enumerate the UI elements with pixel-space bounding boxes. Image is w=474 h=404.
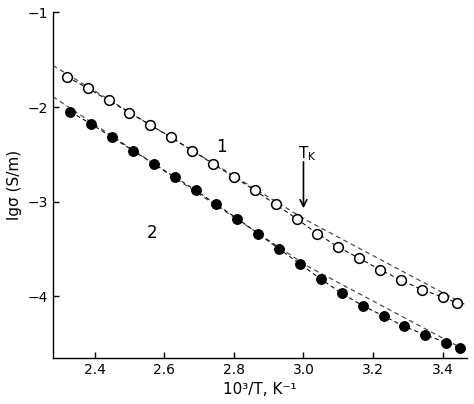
Text: 1: 1 — [217, 139, 227, 156]
Text: 2: 2 — [147, 223, 157, 242]
X-axis label: 10³/T, K⁻¹: 10³/T, K⁻¹ — [223, 382, 297, 397]
Y-axis label: lgσ (S/m): lgσ (S/m) — [7, 150, 22, 220]
Text: T$_{\mathregular{K}}$: T$_{\mathregular{K}}$ — [298, 144, 316, 163]
